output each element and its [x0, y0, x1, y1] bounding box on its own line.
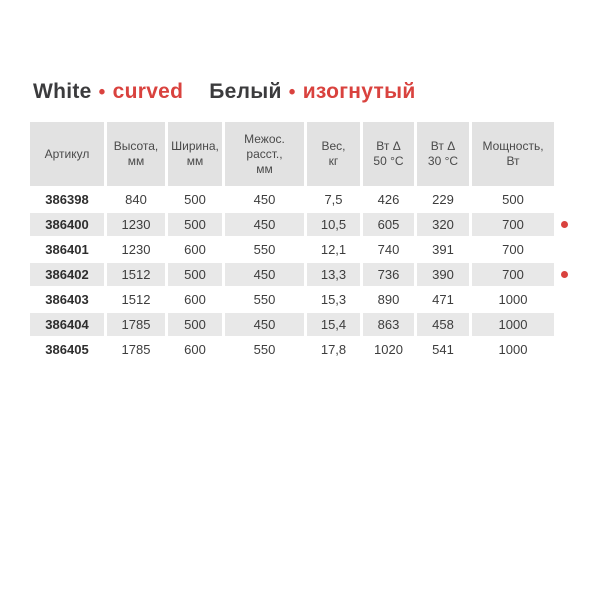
table-row: 386398 840 500 450 7,5 426 229 500 — [30, 188, 554, 211]
marked-dot-icon — [561, 221, 568, 228]
table-row: 386405 1785 600 550 17,8 1020 541 1000 — [30, 338, 554, 361]
value-cell: 13,3 — [307, 263, 360, 286]
value-cell: 450 — [225, 313, 304, 336]
table-row: 386400 1230 500 450 10,5 605 320 700 — [30, 213, 568, 236]
article-cell: 386402 — [30, 263, 104, 286]
value-cell: 15,3 — [307, 288, 360, 311]
value-cell: 550 — [225, 288, 304, 311]
value-cell: 600 — [168, 338, 222, 361]
column-header-4: Вес, кг — [307, 122, 360, 186]
value-cell: 7,5 — [307, 188, 360, 211]
page-title: White • curved Белый • изогнутый — [33, 80, 416, 104]
table-row: 386404 1785 500 450 15,4 863 458 1000 — [30, 313, 554, 336]
value-cell: 1000 — [472, 313, 554, 336]
value-cell: 426 — [363, 188, 414, 211]
value-cell: 700 — [472, 213, 568, 236]
title-shape-en: curved — [112, 80, 184, 103]
value-cell: 700 — [472, 263, 568, 286]
column-header-1: Высота, мм — [107, 122, 165, 186]
article-cell: 386398 — [30, 188, 104, 211]
value-cell: 740 — [363, 238, 414, 261]
value-cell: 600 — [168, 238, 222, 261]
value-cell: 736 — [363, 263, 414, 286]
article-cell: 386404 — [30, 313, 104, 336]
title-shape-ru: изогнутый — [302, 80, 416, 103]
value-cell: 320 — [417, 213, 469, 236]
table-row: 386401 1230 600 550 12,1 740 391 700 — [30, 238, 554, 261]
value-cell: 1785 — [107, 313, 165, 336]
title-color-en: White — [33, 80, 92, 103]
value-cell: 1512 — [107, 263, 165, 286]
value-cell: 12,1 — [307, 238, 360, 261]
value-cell: 600 — [168, 288, 222, 311]
value-cell: 1230 — [107, 238, 165, 261]
value-cell: 700 — [472, 238, 554, 261]
value-cell: 541 — [417, 338, 469, 361]
value-cell: 1000 — [472, 338, 554, 361]
article-cell: 386403 — [30, 288, 104, 311]
value-cell: 500 — [168, 213, 222, 236]
column-header-3: Межос. расст., мм — [225, 122, 304, 186]
value-cell: 450 — [225, 263, 304, 286]
spec-table: Артикул Высота, мм Ширина, мм Межос. расст.… — [27, 120, 568, 363]
value-cell: 10,5 — [307, 213, 360, 236]
article-cell: 386401 — [30, 238, 104, 261]
column-header-7: Мощность, Вт — [472, 122, 554, 186]
value-cell: 1512 — [107, 288, 165, 311]
value-cell: 550 — [225, 338, 304, 361]
value-cell: 450 — [225, 188, 304, 211]
value-cell: 458 — [417, 313, 469, 336]
spec-table-header: Артикул Высота, мм Ширина, мм Межос. расст.… — [30, 122, 554, 186]
article-cell: 386400 — [30, 213, 104, 236]
column-header-6: Вт Δ 30 °C — [417, 122, 469, 186]
value-cell: 840 — [107, 188, 165, 211]
table-row: 386402 1512 500 450 13,3 736 390 700 — [30, 263, 568, 286]
column-header-2: Ширина, мм — [168, 122, 222, 186]
table-row: 386403 1512 600 550 15,3 890 471 1000 — [30, 288, 554, 311]
value-cell: 450 — [225, 213, 304, 236]
value-cell: 1230 — [107, 213, 165, 236]
column-header-5: Вт Δ 50 °C — [363, 122, 414, 186]
value-cell: 390 — [417, 263, 469, 286]
value-cell: 605 — [363, 213, 414, 236]
value-cell: 500 — [168, 313, 222, 336]
value-cell: 863 — [363, 313, 414, 336]
article-cell: 386405 — [30, 338, 104, 361]
value-cell: 500 — [472, 188, 554, 211]
value-cell: 550 — [225, 238, 304, 261]
value-cell: 15,4 — [307, 313, 360, 336]
value-cell: 890 — [363, 288, 414, 311]
marked-dot-icon — [561, 271, 568, 278]
value-cell: 1020 — [363, 338, 414, 361]
value-cell: 471 — [417, 288, 469, 311]
value-cell: 500 — [168, 263, 222, 286]
value-cell: 229 — [417, 188, 469, 211]
value-cell: 1000 — [472, 288, 554, 311]
value-cell: 391 — [417, 238, 469, 261]
value-cell: 17,8 — [307, 338, 360, 361]
title-bullet-icon: • — [98, 82, 106, 103]
column-header-0: Артикул — [30, 122, 104, 186]
value-cell: 500 — [168, 188, 222, 211]
value-cell: 1785 — [107, 338, 165, 361]
title-color-ru: Белый — [209, 80, 282, 103]
title-bullet-icon-2: • — [288, 82, 296, 103]
